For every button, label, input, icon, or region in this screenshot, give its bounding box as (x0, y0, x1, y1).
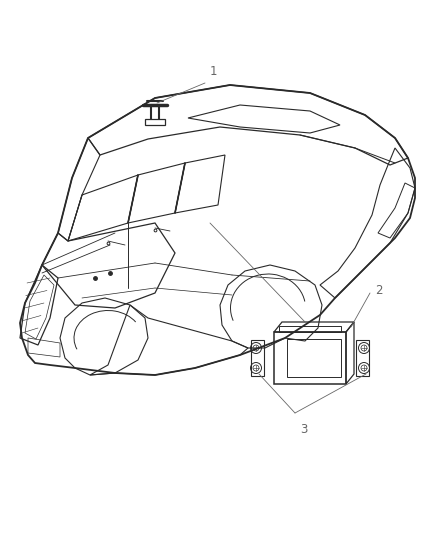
Text: 1: 1 (210, 65, 218, 78)
Text: 2: 2 (375, 285, 382, 297)
Text: 3: 3 (300, 423, 307, 436)
